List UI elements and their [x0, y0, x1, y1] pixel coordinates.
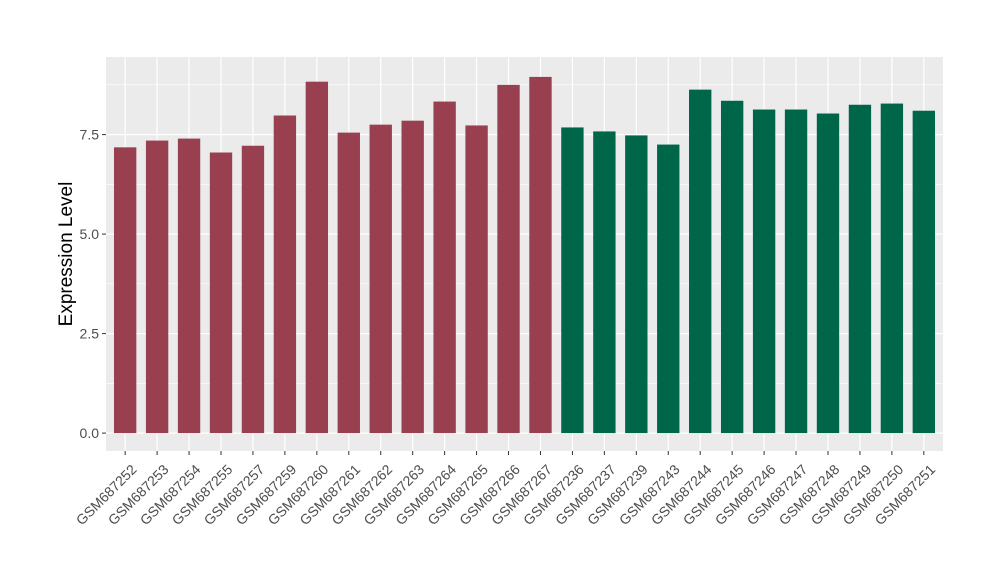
bar-gsm687248	[816, 113, 840, 434]
bar-gsm687246	[752, 109, 776, 434]
y-tick-label: 2.5	[80, 326, 100, 342]
bar-gsm687267	[529, 76, 552, 434]
bar-gsm687263	[401, 120, 424, 434]
bar-gsm687257	[241, 145, 265, 434]
bar-gsm687252	[113, 147, 137, 434]
y-axis-title: Expression Level	[56, 182, 77, 327]
bars	[113, 76, 936, 434]
bar-gsm687264	[433, 101, 456, 434]
y-tick-label: 0.0	[80, 425, 100, 441]
bar-gsm687247	[784, 109, 808, 434]
bar-gsm687244	[689, 89, 712, 434]
bar-gsm687251	[912, 110, 936, 434]
y-tick-label: 7.5	[80, 127, 100, 143]
bar-gsm687250	[880, 103, 904, 434]
bar-gsm687245	[720, 100, 744, 434]
bar-gsm687255	[209, 152, 233, 434]
bar-gsm687265	[465, 125, 488, 434]
bar-gsm687260	[305, 81, 329, 434]
y-tick-label: 5.0	[80, 226, 100, 242]
bar-gsm687239	[625, 135, 648, 434]
bar-gsm687236	[561, 127, 584, 434]
y-axis: 0.0 2.5 5.0 7.5	[80, 127, 106, 441]
bar-gsm687259	[273, 115, 297, 434]
bar-gsm687262	[369, 124, 392, 434]
x-axis: GSM687252GSM687253GSM687254GSM687255GSM6…	[73, 451, 938, 528]
bar-gsm687261	[337, 132, 360, 434]
bar-gsm687266	[497, 84, 520, 434]
bar-gsm687237	[593, 131, 616, 434]
bar-gsm687249	[848, 104, 872, 434]
bar-gsm687254	[177, 138, 201, 434]
bar-gsm687253	[145, 140, 169, 434]
bar-gsm687243	[657, 144, 680, 434]
